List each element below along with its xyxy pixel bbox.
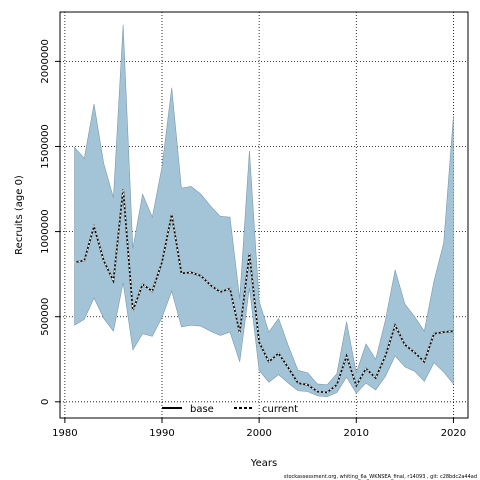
x-tick-label: 2020 <box>441 428 466 439</box>
legend-label-base: base <box>190 404 214 415</box>
confidence-band <box>74 24 454 398</box>
x-tick-label: 1980 <box>52 428 77 439</box>
x-tick-label: 1990 <box>149 428 174 439</box>
legend: base current <box>162 404 298 415</box>
series-line-current <box>74 188 454 394</box>
y-tick-label: 1000000 <box>40 209 51 254</box>
y-tick-label: 0 <box>40 399 51 405</box>
x-tick-label: 2010 <box>344 428 369 439</box>
footnote: stockassessment.org, whiting_6a_WKNSEA_f… <box>284 474 477 480</box>
y-axis: 0 500000 1000000 1500000 2000000 <box>40 39 60 405</box>
y-tick-label: 1500000 <box>40 124 51 169</box>
plot-frame <box>59 11 469 419</box>
x-axis-title: Years <box>250 458 277 469</box>
y-tick-label: 2000000 <box>40 39 51 84</box>
y-axis-title: Recruits (age 0) <box>14 175 25 255</box>
x-tick-label: 2000 <box>246 428 271 439</box>
y-tick-label: 500000 <box>40 298 51 336</box>
x-axis: 1980 1990 2000 2010 2020 <box>52 418 466 439</box>
legend-label-current: current <box>262 404 298 415</box>
